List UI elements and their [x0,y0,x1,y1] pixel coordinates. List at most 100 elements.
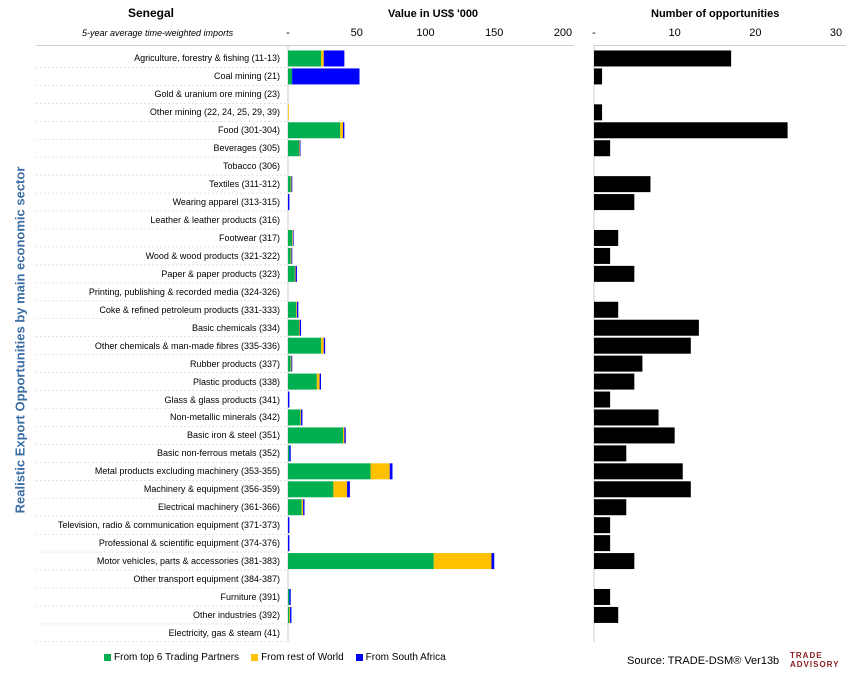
value-bar-sa [344,427,346,444]
category-label: Non-metallic minerals (342) [169,412,280,423]
category-label: Beverages (305) [213,143,280,154]
value-bar-sa [323,50,345,67]
chart-subtitle: 5-year average time-weighted imports [82,28,234,38]
value-bar-sa [295,265,297,282]
value-bar-rest [433,553,492,570]
logo-line-1: TRADE [790,651,823,660]
count-bar [594,229,619,246]
value-bar-sa [288,194,290,211]
value-bar-top6 [288,337,321,354]
legend-item: From rest of World [251,652,344,663]
legend-swatch [251,654,259,661]
value-bar-top6 [288,122,341,139]
count-bar [594,337,691,354]
value-bar-rest [299,140,300,157]
value-bar-rest [321,50,324,67]
value-bar-rest [340,122,343,139]
value-bar-rest [290,247,292,264]
value-bar-rest [294,265,296,282]
category-labels: Agriculture, forestry & fishing (11-13) C… [0,0,280,676]
count-bar [594,373,635,390]
count-bar [594,409,659,426]
value-bar-top6 [288,68,293,85]
value-bar-top6 [288,247,291,264]
count-bar [594,68,603,85]
value-bar-sa [288,517,290,534]
value-bar-sa [301,409,303,426]
value-bar-rest [370,463,390,480]
count-bar [594,463,683,480]
category-label: Textiles (311-312) [209,179,280,190]
value-bar-top6 [288,50,321,67]
value-bar-rest [343,427,345,444]
value-bar-sa [389,463,393,480]
count-bar [594,606,619,623]
value-bar-sa [347,481,350,498]
value-bar-top6 [288,481,334,498]
category-label: Plastic products (338) [192,376,280,387]
category-label: Television, radio & communication equipm… [57,520,280,531]
category-label: Wearing apparel (313-315) [172,197,280,208]
value-bar-sa [292,68,360,85]
value-bar-sa [319,373,321,390]
count-bar [594,247,611,264]
value-bar-top6 [288,176,291,193]
count-bar [594,50,732,67]
count-bar [594,499,627,516]
count-bar [594,194,635,211]
value-bar-sa [299,140,301,157]
count-bar [594,122,788,139]
value-bar-sa [289,588,291,605]
legend-swatch [104,654,111,661]
category-label: Professional & scientific equipment (374… [98,538,280,549]
value-bar-top6 [288,427,343,444]
category-label: Other chemicals & man-made fibres (335-3… [94,340,280,351]
value-bar-rest [288,104,289,121]
count-chart-title: Number of opportunities [651,8,780,20]
value-bar-rest [289,606,291,623]
value-bar-sa [291,176,293,193]
count-bar [594,355,643,372]
value-axis-tick-label: 50 [351,27,363,39]
count-bar [594,535,611,552]
value-bar-top6 [288,140,299,157]
value-bar-sa [289,445,291,462]
value-bar-top6 [288,499,302,516]
value-bar-top6 [288,553,434,570]
category-label: Basic non-ferrous metals (352) [156,448,280,459]
value-bar-sa [288,391,290,408]
value-bar-top6 [288,355,291,372]
value-bar-top6 [288,373,317,390]
legend-item: From South Africa [355,652,446,663]
category-label: Paper & paper products (323) [161,268,280,279]
count-bar [594,265,635,282]
count-bar [594,319,699,336]
value-bar-sa [296,301,299,318]
category-label: Other mining (22, 24, 25, 29, 39) [149,107,280,118]
value-bar-sa [291,355,293,372]
legend-label: From South Africa [365,652,446,663]
value-bar-top6 [288,588,290,605]
value-bar-rest [316,373,320,390]
value-bar-rest [333,481,348,498]
count-bar [594,445,627,462]
category-label: Other transport equipment (384-387) [133,574,280,585]
value-bar-rest [301,499,304,516]
category-label: Electrical machinery (361-366) [157,502,280,513]
category-label: Machinery & equipment (356-359) [143,484,280,495]
value-axis-tick-label: 200 [554,27,572,39]
category-label: Rubber products (337) [189,358,280,369]
value-axis-tick-label: 100 [416,27,434,39]
value-bar-sa [323,337,326,354]
count-bar [594,176,651,193]
legend: From top 6 Trading Partners From rest of … [104,652,446,663]
value-bar-sa [299,319,302,336]
legend-swatch [355,654,363,661]
count-axis-tick-label: 20 [749,27,761,39]
category-label: Other industries (392) [192,609,280,620]
category-label: Motor vehicles, parts & accessories (381… [96,556,280,567]
value-bar-sa [291,247,293,264]
legend-label: From rest of World [261,652,344,663]
count-bar [594,140,611,157]
